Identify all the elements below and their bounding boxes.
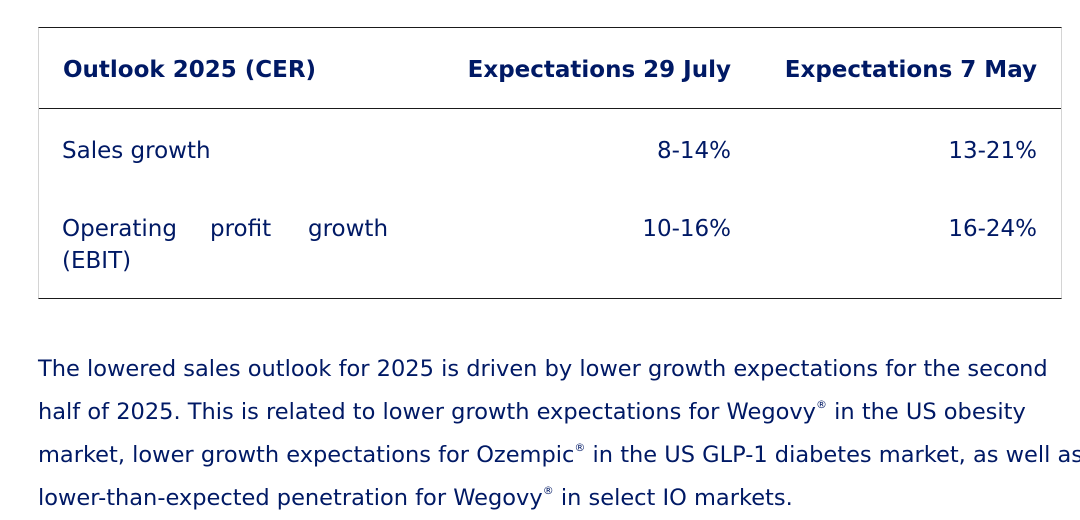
ebit-label-word-2: profit	[210, 216, 272, 242]
paragraph-line-1: The lowered sales outlook for 2025 is dr…	[38, 356, 1048, 382]
paragraph-line-4: lower-than-expected penetration for Wego…	[38, 477, 1068, 520]
outlook-explanation-paragraph: The lowered sales outlook for 2025 is dr…	[38, 348, 1080, 520]
ebit-growth-may: 16-24%	[948, 216, 1037, 242]
paragraph-line-2-part-a: half of 2025. This is related to lower g…	[38, 399, 816, 425]
header-expectations-july: Expectations 29 July	[467, 57, 731, 83]
table-header-row: Outlook 2025 (CER) Expectations 29 July …	[39, 28, 1061, 109]
ebit-label-word-3: growth	[308, 216, 389, 242]
paragraph-line-3: market, lower growth expectations for Oz…	[38, 434, 1080, 477]
sales-growth-label: Sales growth	[62, 138, 211, 164]
outlook-table: Outlook 2025 (CER) Expectations 29 July …	[38, 27, 1062, 299]
paragraph-line-4-part-b: in select IO markets.	[553, 485, 793, 511]
paragraph-line-3-part-a: market, lower growth expectations for Oz…	[38, 442, 575, 468]
ebit-growth-july: 10-16%	[642, 216, 731, 242]
registered-mark: ®	[574, 441, 586, 454]
registered-mark: ®	[816, 398, 827, 411]
ebit-label-line-2: (EBIT)	[62, 248, 132, 274]
sales-growth-may: 13-21%	[948, 138, 1037, 164]
header-outlook: Outlook 2025 (CER)	[63, 57, 317, 83]
ebit-label-word-1: Operating	[62, 216, 177, 242]
paragraph-line-2-part-b: in the US obesity	[827, 399, 1026, 425]
sales-growth-july: 8-14%	[656, 138, 731, 164]
paragraph-line-2: half of 2025. This is related to lower g…	[38, 391, 1068, 434]
registered-mark: ®	[542, 484, 554, 497]
paragraph-line-3-part-b: in the US GLP-1 diabetes market, as well…	[585, 442, 1080, 468]
paragraph-line-4-part-a: lower-than-expected penetration for Wego…	[38, 485, 543, 511]
header-expectations-may: Expectations 7 May	[784, 57, 1037, 83]
